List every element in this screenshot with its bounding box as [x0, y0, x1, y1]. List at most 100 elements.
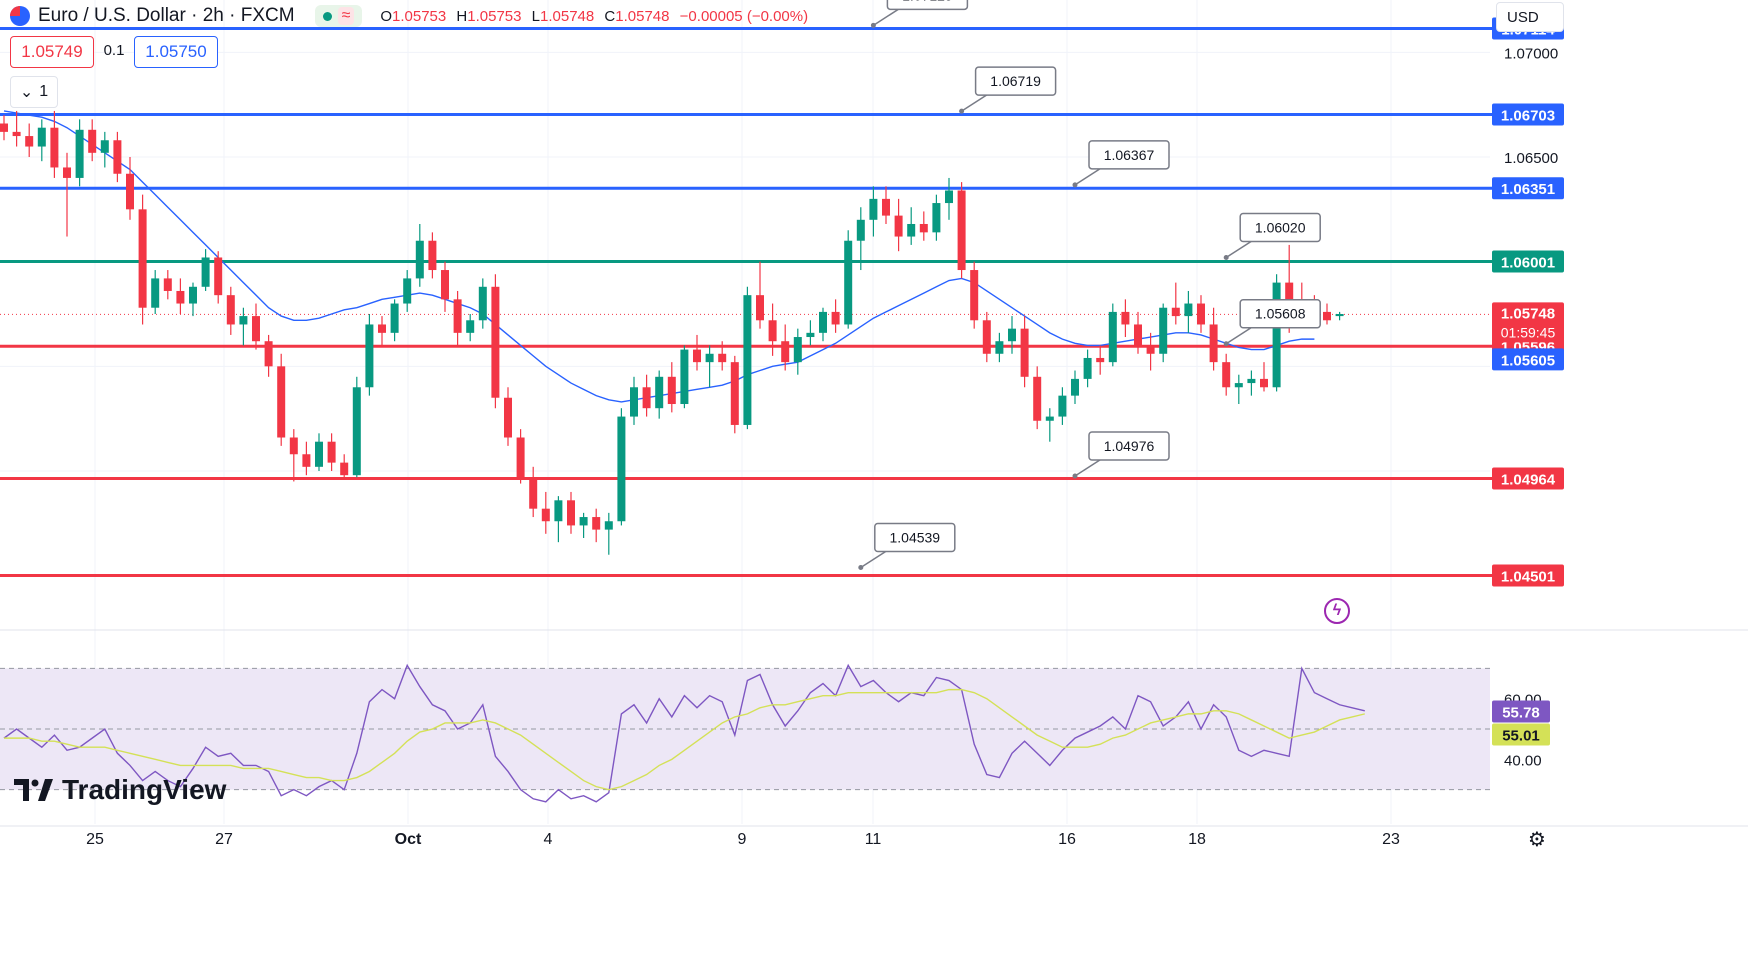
candle-body — [12, 131, 21, 137]
symbol-title[interactable]: Euro / U.S. Dollar · 2h · FXCM — [38, 5, 295, 26]
candle-body — [315, 441, 323, 467]
candle-body — [1083, 357, 1092, 379]
candle-body — [0, 123, 8, 132]
candle-body — [831, 311, 840, 325]
candle-body — [793, 337, 802, 363]
collapse-indicators-button[interactable]: ⌄ 1 — [10, 76, 58, 108]
ohlc-low-key: L — [531, 7, 541, 25]
candle-body — [554, 500, 563, 522]
ohlc-high-key: H — [456, 7, 468, 25]
callout-anchor — [1072, 473, 1078, 479]
callout-pointer — [1074, 457, 1104, 477]
time-tick-label: Oct — [395, 831, 422, 848]
time-tick-label: 23 — [1382, 831, 1400, 848]
chevron-down-icon: ⌄ — [19, 84, 34, 101]
callout-label: 1.05608 — [1255, 306, 1306, 322]
level-tag — [1492, 103, 1564, 126]
candle-body — [252, 316, 260, 342]
candle-body — [491, 286, 500, 398]
sell-price-button[interactable]: 1.05749 — [10, 36, 94, 68]
candle-body — [88, 129, 97, 153]
candle-body — [882, 198, 890, 216]
callout-label: 1.07129 — [902, 0, 953, 3]
candle-body — [340, 462, 349, 476]
candle-body — [1209, 324, 1218, 363]
logo-text: TradingView — [62, 774, 227, 805]
callout-label: 1.06020 — [1255, 219, 1306, 235]
candle-body — [1008, 328, 1016, 342]
spread-value: 0.1 — [103, 42, 125, 59]
current-price-tag — [1492, 302, 1564, 343]
tradingview-logo[interactable]: TradingView — [14, 774, 226, 806]
callout-anchor — [1223, 341, 1229, 347]
candle-body — [529, 477, 538, 509]
candle-body — [302, 454, 311, 467]
market-status-pill[interactable]: ≈ — [314, 5, 363, 27]
candle-body — [163, 278, 172, 291]
candle-body — [1260, 378, 1268, 388]
candle-body — [415, 240, 424, 279]
candle-body — [1171, 307, 1180, 317]
rsi-ma-line — [4, 688, 1365, 791]
candle-body — [365, 324, 374, 388]
candle-body — [642, 387, 651, 409]
time-tick-label: 25 — [86, 831, 104, 848]
time-tick-label: 4 — [544, 831, 553, 848]
callout-box — [1239, 298, 1321, 329]
candle-body — [214, 257, 223, 296]
candle-body — [1071, 378, 1079, 396]
rsi-tick-label: 40.00 — [1504, 752, 1542, 769]
countdown-label: 01:59:45 — [1501, 324, 1556, 340]
candle-body — [919, 223, 928, 233]
candle-body — [264, 341, 273, 367]
callout-anchor — [959, 108, 965, 114]
lightning-icon[interactable]: ϟ — [1324, 598, 1350, 624]
candle-body — [176, 290, 185, 304]
candles — [0, 110, 1344, 555]
candle-body — [541, 508, 550, 522]
level-tag-label: 1.06703 — [1501, 108, 1555, 125]
candle-body — [63, 167, 71, 178]
buy-price-button[interactable]: 1.05750 — [134, 36, 218, 68]
callout-box — [886, 0, 969, 11]
candle-body — [428, 240, 437, 271]
currency-button[interactable]: USD — [1496, 2, 1564, 32]
candle-body — [718, 353, 727, 363]
level-tag — [1492, 564, 1564, 587]
callout-pointer — [1225, 325, 1255, 345]
candle-body — [1247, 378, 1256, 384]
ohlc-close: 1.05748 — [615, 7, 670, 25]
time-tick-label: 16 — [1058, 831, 1076, 848]
candle-body — [693, 349, 701, 363]
callout-pointer — [1074, 166, 1104, 186]
candle-body — [1033, 376, 1042, 421]
rsi-value-tag — [1492, 700, 1550, 723]
candle-body — [768, 320, 777, 342]
candle-body — [138, 209, 147, 308]
candle-body — [1020, 328, 1029, 377]
price-tick-label: 1.06500 — [1504, 150, 1558, 167]
candle-body — [113, 140, 122, 174]
level-tag-label: 1.06001 — [1501, 254, 1555, 271]
callout-label: 1.06367 — [1104, 147, 1155, 163]
candle-body — [781, 341, 790, 363]
candle-body — [516, 437, 525, 478]
candle-body — [201, 257, 210, 287]
ohlc-readout: O1.05753 H1.05753 L1.05748 C1.05748 −0.0… — [380, 8, 814, 25]
candle-body — [567, 500, 575, 526]
candle-body — [50, 127, 59, 168]
candle-body — [680, 349, 689, 405]
time-tick-label: 11 — [865, 831, 882, 848]
callout-anchor — [870, 22, 876, 28]
candle-body — [1146, 345, 1155, 354]
candle-body — [403, 278, 412, 304]
time-tick-label: 9 — [738, 831, 747, 848]
rsi-value-label: 55.78 — [1502, 705, 1540, 722]
gear-icon[interactable]: ⚙ — [1528, 828, 1546, 851]
candle-body — [995, 341, 1004, 354]
ohlc-open-key: O — [380, 7, 393, 25]
candle-body — [453, 299, 462, 333]
candle-body — [856, 219, 865, 241]
candle-body — [1058, 395, 1067, 417]
